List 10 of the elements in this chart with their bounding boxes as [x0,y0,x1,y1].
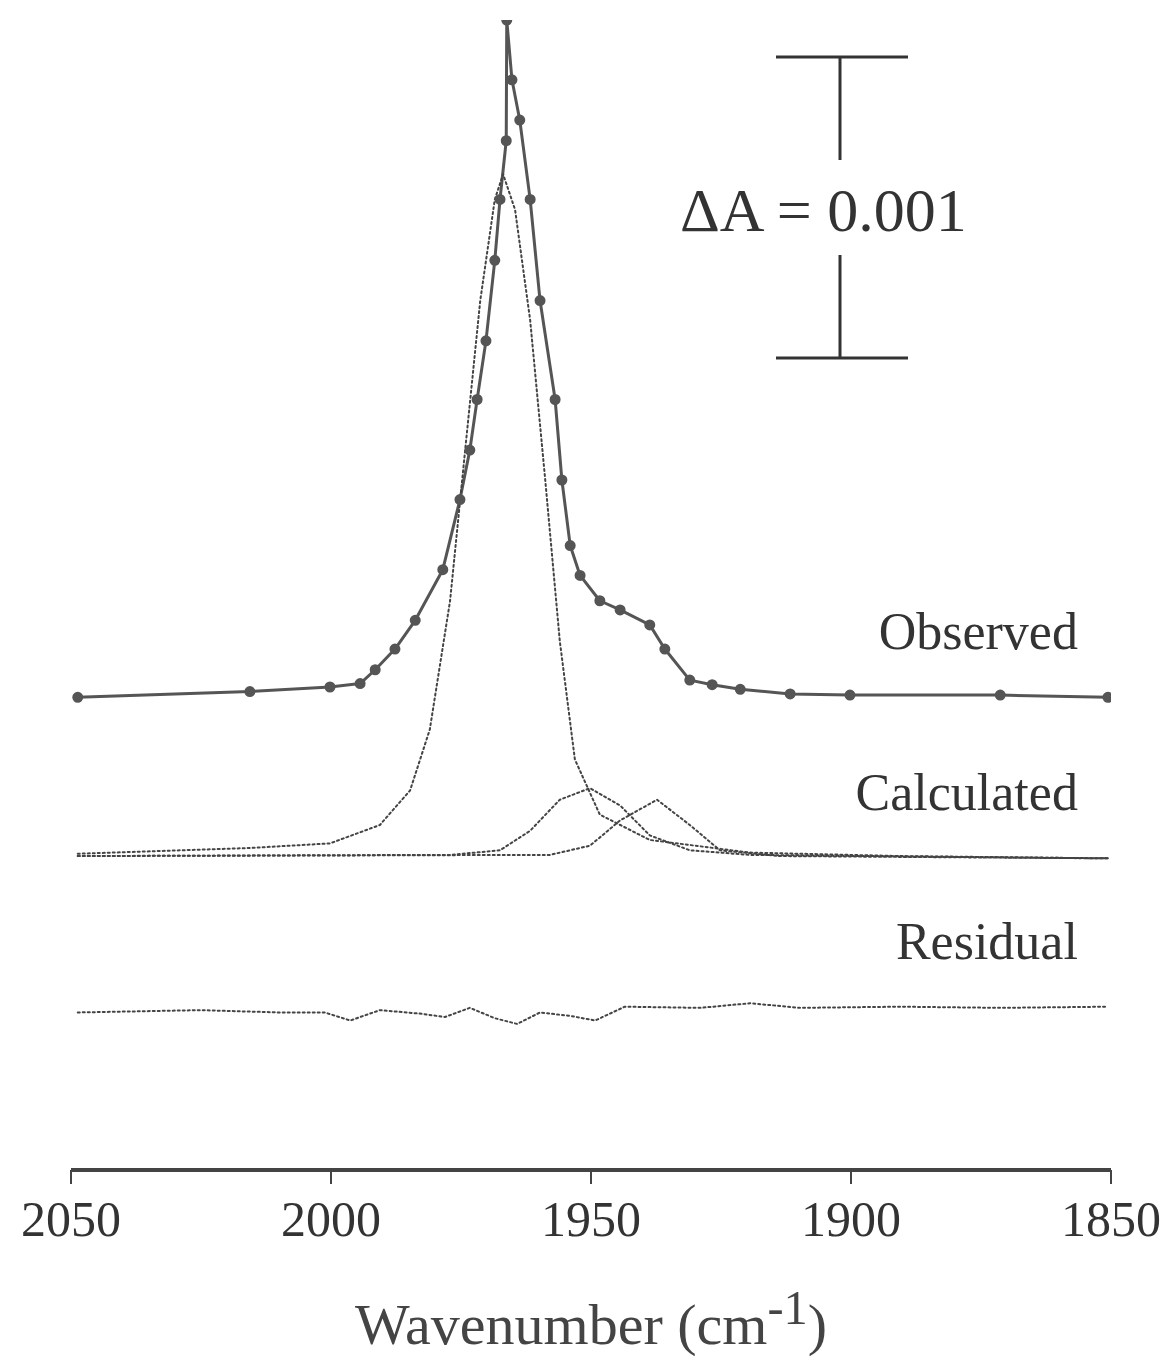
series-label: Observed [878,602,1078,662]
x-tick-label: 1850 [1061,1190,1161,1247]
x-tick-label: 2000 [281,1190,381,1247]
x-tick-label: 2050 [21,1190,121,1247]
x-tick-label: 1950 [541,1190,641,1247]
x-tick-label: 1900 [801,1190,901,1247]
series-label: Calculated [855,763,1078,823]
x-axis-title: Wavenumber (cm$^{-1}$) [354,1280,828,1359]
annotation: ΔA = 0.001 [680,175,967,246]
series-label: Residual [895,911,1078,971]
